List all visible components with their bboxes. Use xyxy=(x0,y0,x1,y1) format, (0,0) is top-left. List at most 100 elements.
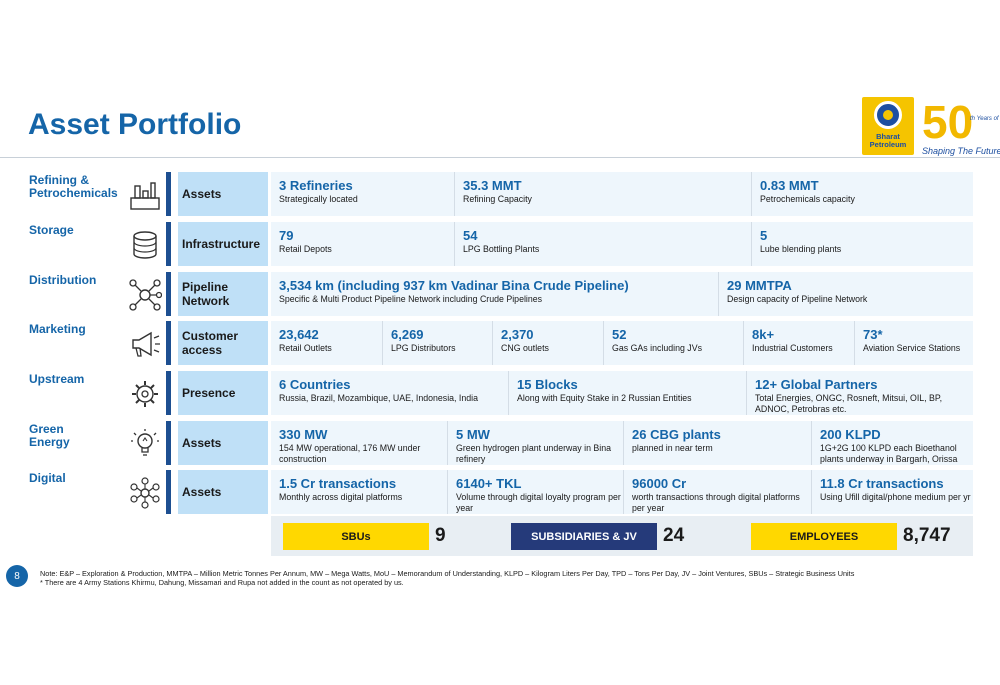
row-content: 1.5 Cr transactions Monthly across digita… xyxy=(271,470,973,514)
sbus-label-box: SBUs xyxy=(283,523,429,550)
metric-value: 12+ Global Partners xyxy=(755,377,878,392)
row-accent-bar xyxy=(166,470,171,514)
asset-row: Distribution Pipeline Network 3,534 km (in… xyxy=(0,272,1000,316)
metric-cell: 73* Aviation Service Stations xyxy=(854,321,973,365)
row-category: Distribution xyxy=(29,273,97,287)
fifty-years-badge: 50 th Years of xyxy=(922,96,1000,148)
metric-value: 200 KLPD xyxy=(820,427,881,442)
logo-circle-icon xyxy=(874,101,902,129)
metric-value: 35.3 MMT xyxy=(463,178,522,193)
metric-cell: 6140+ TKL Volume through digital loyalty … xyxy=(447,470,623,514)
metric-cell: 3 Refineries Strategically located xyxy=(271,172,454,216)
metric-value: 3,534 km (including 937 km Vadinar Bina … xyxy=(279,278,629,293)
row-accent-bar xyxy=(166,421,171,465)
logo-text-line1: Bharat xyxy=(876,132,900,141)
metric-value: 8k+ xyxy=(752,327,775,342)
footnote-line1: Note: E&P – Exploration & Production, MM… xyxy=(40,569,855,578)
metric-description: 1G+2G 100 KLPD each Bioethanol plants un… xyxy=(820,443,958,464)
metric-description: Retail Outlets xyxy=(279,343,332,353)
metric-description: Russia, Brazil, Mozambique, UAE, Indones… xyxy=(279,393,479,403)
metric-cell: 35.3 MMT Refining Capacity xyxy=(454,172,751,216)
bharat-petroleum-logo: Bharat Petroleum xyxy=(862,97,914,155)
subsidiaries-label-box: SUBSIDIARIES & JV xyxy=(511,523,657,550)
metric-value: 6,269 xyxy=(391,327,424,342)
asset-row: Refining & Petrochemicals Assets 3 Refineri… xyxy=(0,172,1000,216)
subsidiaries-value: 24 xyxy=(663,525,685,546)
metric-value: 73* xyxy=(863,327,883,342)
metric-value: 5 xyxy=(760,228,768,243)
metric-cell: 0.83 MMT Petrochemicals capacity xyxy=(751,172,973,216)
network-icon xyxy=(129,279,162,311)
metric-description: LPG Bottling Plants xyxy=(463,244,540,254)
metric-description: Green hydrogen plant underway in Bina re… xyxy=(456,443,612,464)
metric-value: 1.5 Cr transactions xyxy=(279,476,397,491)
metric-value: 52 xyxy=(612,327,627,342)
metric-cell: 8k+ Industrial Customers xyxy=(743,321,854,365)
metric-cell: 330 MW 154 MW operational, 176 MW under c… xyxy=(271,421,447,465)
summary-strip: SBUs 9 SUBSIDIARIES & JV 24 EMPLOYEES 8,… xyxy=(271,516,973,556)
metric-description: Gas GAs including JVs xyxy=(612,343,702,353)
metric-description: LPG Distributors xyxy=(391,343,456,353)
asset-row: Green Energy Assets 330 MW 154 MW operationa… xyxy=(0,421,1000,465)
metric-value: 29 MMTPA xyxy=(727,278,792,293)
metric-value: 15 Blocks xyxy=(517,377,578,392)
row-accent-bar xyxy=(166,222,171,266)
metric-cell: 200 KLPD 1G+2G 100 KLPD each Bioethanol p… xyxy=(811,421,973,465)
metric-value: 11.8 Cr transactions xyxy=(820,476,944,491)
metric-cell: 3,534 km (including 937 km Vadinar Bina … xyxy=(271,272,718,316)
metric-cell: 12+ Global Partners Total Energies, ONGC,… xyxy=(746,371,973,415)
metric-value: 23,642 xyxy=(279,327,319,342)
row-category: Refining & Petrochemicals xyxy=(29,173,118,200)
megaphone-icon xyxy=(132,331,160,357)
metric-description: Aviation Service Stations xyxy=(863,343,961,353)
metric-description: 154 MW operational, 176 MW under constru… xyxy=(279,443,421,464)
refinery-icon xyxy=(130,182,160,210)
metric-cell: 96000 Cr worth transactions through digit… xyxy=(623,470,811,514)
metric-description: Using Ufill digital/phone medium per yr xyxy=(820,492,971,502)
storage-tank-icon xyxy=(133,231,157,259)
metric-description: Retail Depots xyxy=(279,244,332,254)
metric-value: 3 Refineries xyxy=(279,178,353,193)
row-label: Infrastructure xyxy=(178,222,268,266)
footnote: Note: E&P – Exploration & Production, MM… xyxy=(40,569,854,587)
asset-row: Upstream Presence 6 Countries Russia, Brazi… xyxy=(0,371,1000,415)
row-label: Assets xyxy=(178,470,268,514)
logo-text-line2: Petroleum xyxy=(869,140,907,149)
metric-description: Lube blending plants xyxy=(760,244,842,254)
metric-value: 79 xyxy=(279,228,294,243)
row-category: Upstream xyxy=(29,372,85,386)
metric-description: Refining Capacity xyxy=(463,194,532,204)
metric-value: 330 MW xyxy=(279,427,328,442)
metric-cell: 29 MMTPA Design capacity of Pipeline Netw… xyxy=(718,272,973,316)
asset-row: Storage Infrastructure 79 Retail Depots 54 LP… xyxy=(0,222,1000,266)
metric-description: planned in near term xyxy=(632,443,713,453)
page-title: Asset Portfolio xyxy=(28,108,242,141)
asset-row: Marketing Customer access 23,642 Retail Out… xyxy=(0,321,1000,365)
metric-description: Industrial Customers xyxy=(752,343,833,353)
metric-value: 96000 Cr xyxy=(632,476,687,491)
footnote-line2: * There are 4 Army Stations Khirmu, Dahu… xyxy=(40,578,404,587)
metric-description: Specific & Multi Product Pipeline Networ… xyxy=(279,294,543,304)
metric-cell: 5 MW Green hydrogen plant underway in Bin… xyxy=(447,421,623,465)
row-content: 6 Countries Russia, Brazil, Mozambique, U… xyxy=(271,371,973,415)
metric-value: 5 MW xyxy=(456,427,490,442)
badge-number: 50 xyxy=(922,96,973,148)
metric-description: Monthly across digital platforms xyxy=(279,492,403,502)
metric-description: Total Energies, ONGC, Rosneft, Mitsui, O… xyxy=(755,393,943,414)
title-divider xyxy=(0,157,1000,158)
digital-network-icon xyxy=(130,477,160,509)
metric-description: worth transactions through digital platf… xyxy=(632,492,800,513)
row-content: 79 Retail Depots 54 LPG Bottling Plants 5 Lub… xyxy=(271,222,973,266)
metric-description: Along with Equity Stake in 2 Russian Ent… xyxy=(517,393,692,403)
metric-cell: 6 Countries Russia, Brazil, Mozambique, U… xyxy=(271,371,508,415)
metric-description: Design capacity of Pipeline Network xyxy=(727,294,868,304)
metric-description: Volume through digital loyalty program p… xyxy=(456,492,621,513)
lightbulb-icon xyxy=(131,429,159,456)
metric-cell: 15 Blocks Along with Equity Stake in 2 Ru… xyxy=(508,371,746,415)
metric-value: 6140+ TKL xyxy=(456,476,522,491)
sbus-value: 9 xyxy=(435,525,446,546)
asset-row: Digital Assets 1.5 Cr transactions Monthly … xyxy=(0,470,1000,514)
gears-icon xyxy=(132,381,158,407)
tagline: Shaping The Future xyxy=(922,146,1000,156)
metric-cell: 52 Gas GAs including JVs xyxy=(603,321,743,365)
